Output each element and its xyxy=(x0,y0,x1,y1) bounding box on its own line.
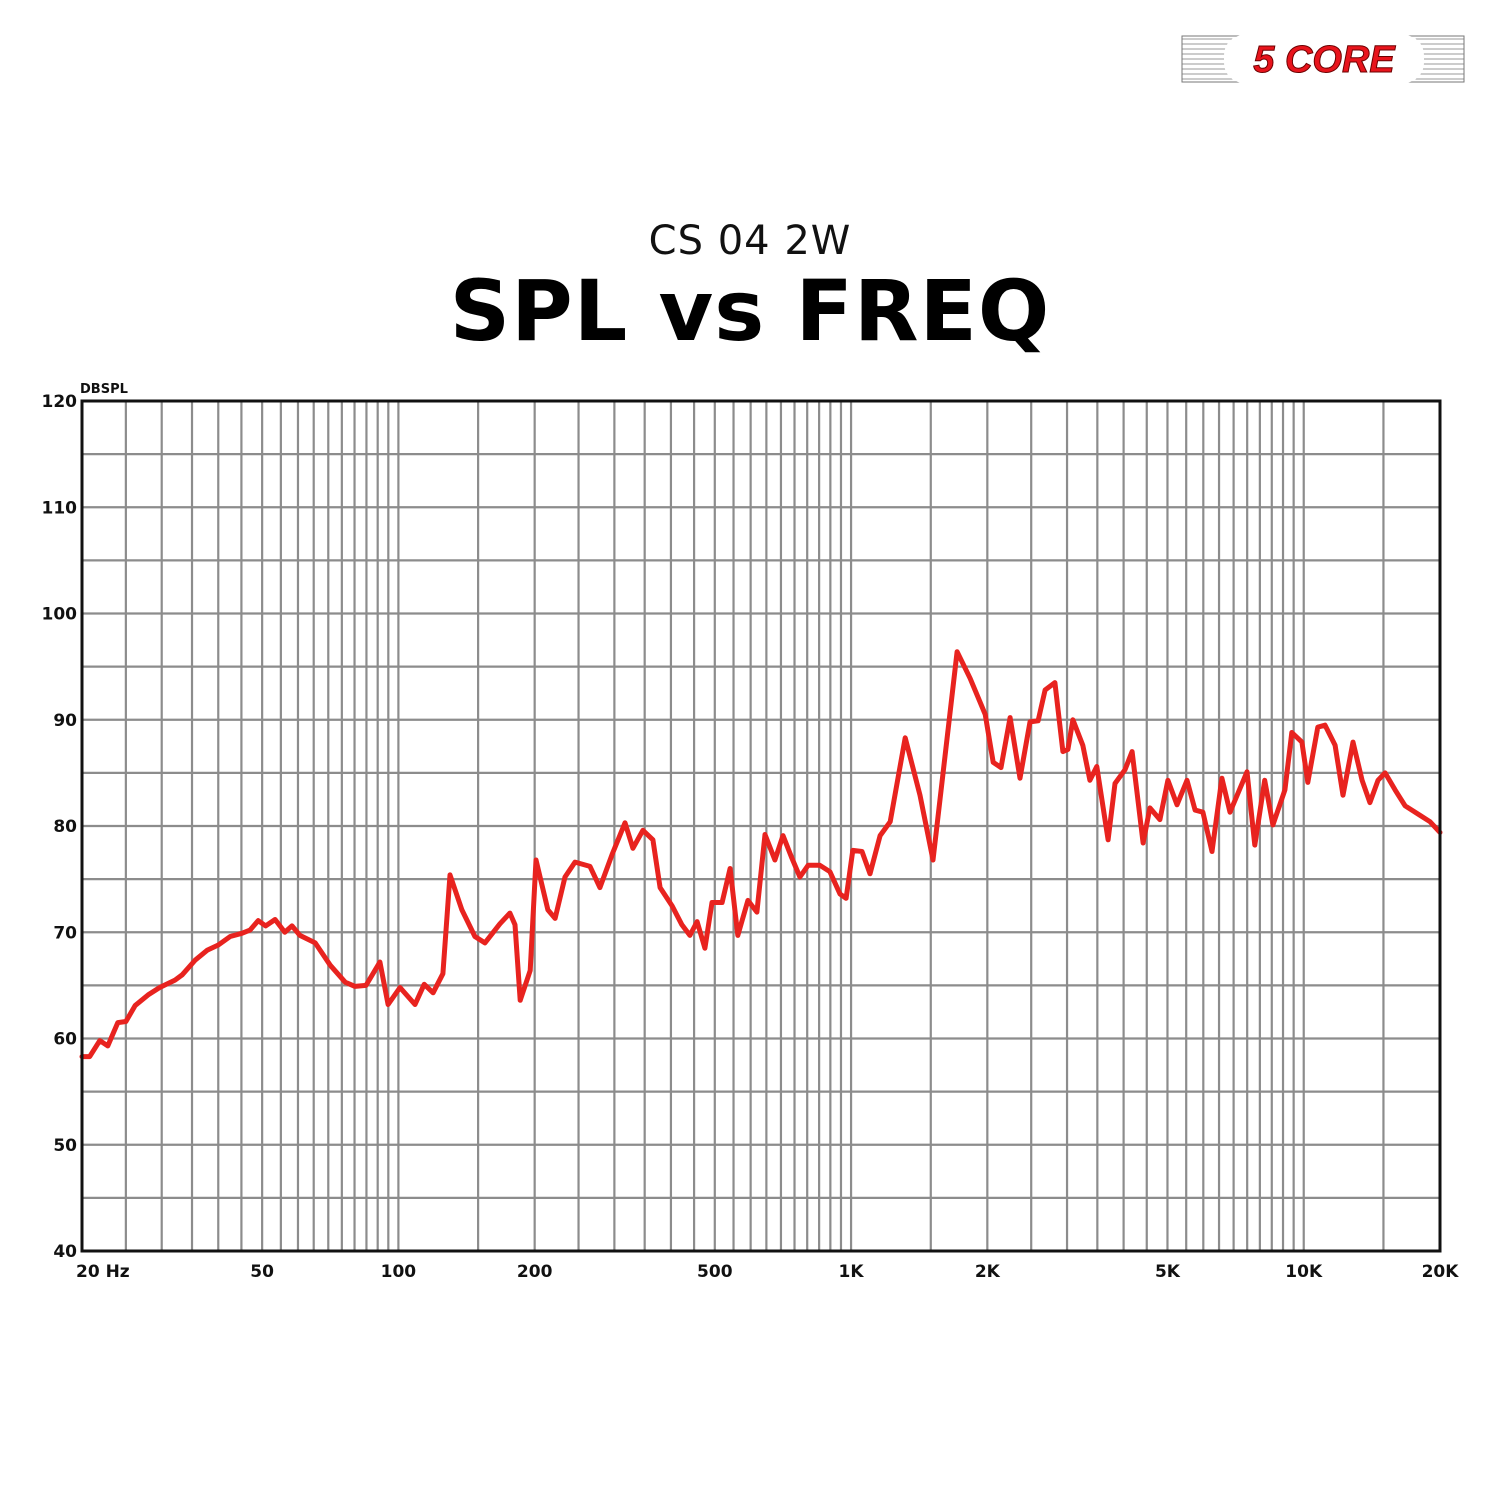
y-tick-label: 90 xyxy=(53,711,77,731)
spl-curve xyxy=(79,649,1443,1060)
x-tick-label: 1K xyxy=(839,1262,865,1282)
x-tick-label: 5K xyxy=(1155,1262,1181,1282)
y-axis-labels: 40 50 60 70 80 90 100 110 120 xyxy=(42,392,78,1262)
y-tick-label: 110 xyxy=(42,498,78,518)
x-tick-label: 10K xyxy=(1285,1262,1323,1282)
brand-logo: 5 CORE xyxy=(1180,34,1466,84)
chart-subtitle: CS 04 2W xyxy=(648,218,852,264)
y-axis-unit-label: DBSPL xyxy=(80,382,128,397)
x-tick-label: 2K xyxy=(975,1262,1001,1282)
x-tick-label: 20 Hz xyxy=(76,1262,130,1282)
chart-title: SPL vs FREQ xyxy=(449,262,1051,360)
y-tick-label: 50 xyxy=(53,1136,77,1156)
x-axis-labels: 20 Hz 50 100 200 500 1K 2K 5K 10K 20K xyxy=(76,1262,1459,1282)
y-tick-label: 100 xyxy=(42,605,78,625)
x-tick-label: 200 xyxy=(517,1262,553,1282)
y-tick-label: 60 xyxy=(53,1030,77,1050)
brand-logo-graphic: 5 CORE xyxy=(1181,35,1465,83)
x-tick-label: 500 xyxy=(697,1262,733,1282)
y-tick-label: 120 xyxy=(42,392,78,412)
y-tick-label: 40 xyxy=(53,1242,77,1262)
horizontal-gridlines xyxy=(82,453,1440,1199)
x-tick-label: 20K xyxy=(1422,1262,1460,1282)
x-tick-label: 50 xyxy=(250,1262,274,1282)
y-tick-label: 80 xyxy=(53,817,77,837)
x-tick-label: 100 xyxy=(381,1262,417,1282)
plot-frame xyxy=(80,399,1442,1253)
y-tick-label: 70 xyxy=(53,923,77,943)
brand-logo-text: 5 CORE xyxy=(1253,39,1396,81)
